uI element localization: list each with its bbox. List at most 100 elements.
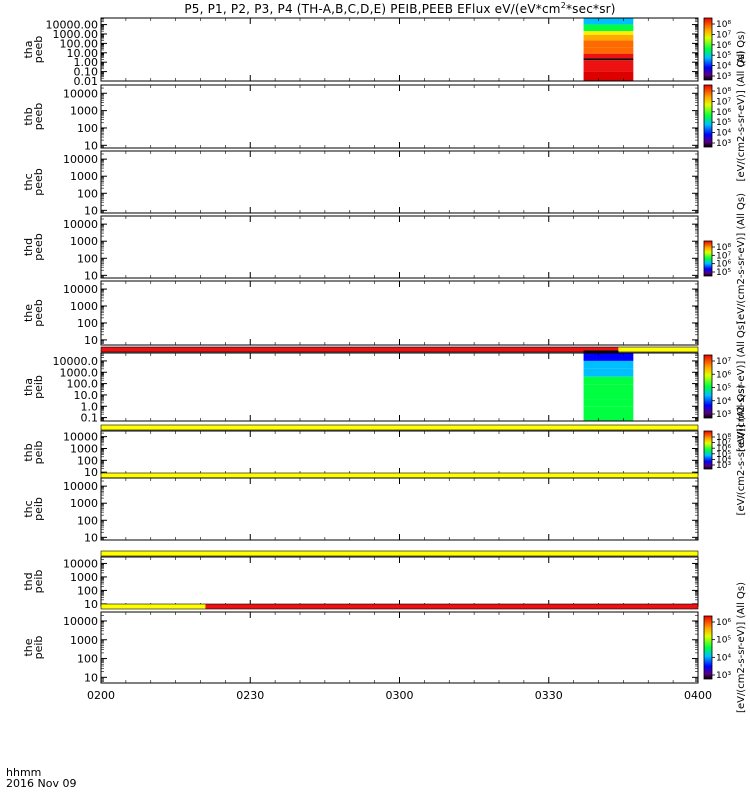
panel-frame xyxy=(100,611,699,684)
y-axis-label: peeb xyxy=(32,103,45,131)
status-bar-segment xyxy=(101,473,698,478)
y-tick-label: 1000 xyxy=(70,571,98,584)
status-bar-frame xyxy=(100,550,699,557)
colorbar-label: 10⁴ xyxy=(716,62,731,72)
date-label: 2016 Nov 09 xyxy=(6,777,77,790)
y-tick-label: 10 xyxy=(84,334,98,347)
panel-frame xyxy=(100,477,699,541)
panel-frame xyxy=(100,556,699,607)
colorbar-label: 10⁶ xyxy=(716,618,731,628)
colorbar-label: 10⁸ xyxy=(716,20,731,30)
colorbar-label: 10⁵ xyxy=(716,118,731,128)
y-tick-label: 10000 xyxy=(63,615,98,628)
colorbar xyxy=(703,84,713,148)
spectrogram-band xyxy=(583,391,634,400)
colorbar-label: 10⁴ xyxy=(716,397,731,407)
y-tick-label: 10 xyxy=(84,269,98,282)
spectrogram-band xyxy=(583,31,634,35)
y-axis-label: peeb xyxy=(32,36,45,64)
colorbar-label: 10³ xyxy=(716,461,731,471)
colorbar-label: 10⁸ xyxy=(716,87,731,97)
time-axis-label: hhmm xyxy=(6,766,42,779)
spectrogram-band xyxy=(583,71,634,77)
y-tick-label: 10000.00 xyxy=(46,19,99,32)
y-tick-label: 10000 xyxy=(63,218,98,231)
y-tick-label: 1000 xyxy=(70,300,98,313)
spectrogram-band xyxy=(583,24,634,32)
y-tick-label: 10 xyxy=(84,466,98,479)
y-tick-label: 1000 xyxy=(70,170,98,183)
y-tick-label: 100 xyxy=(77,653,98,666)
y-axis-label: thc xyxy=(22,173,35,190)
y-tick-label: 10 xyxy=(84,598,98,611)
y-tick-label: 0.10 xyxy=(74,66,99,79)
y-tick-label: 1.00 xyxy=(74,56,99,69)
colorbar-label: 10⁴ xyxy=(716,653,731,663)
spectrogram-band xyxy=(583,406,634,421)
status-bar-frame xyxy=(100,424,699,431)
spectrogram-band xyxy=(583,60,634,72)
y-tick-label: 100 xyxy=(77,252,98,265)
colorbar-label: 10⁷ xyxy=(716,439,731,449)
status-bar-segment xyxy=(618,347,698,352)
panel-frame xyxy=(100,215,699,279)
colorbar-label: 10⁷ xyxy=(716,357,731,367)
y-tick-label: 10000 xyxy=(63,557,98,570)
status-bar-segment xyxy=(205,604,698,609)
colorbar-unit: [eV/(cm2-s-sr-eV)] (All Qs) xyxy=(736,50,747,181)
status-bar-segment xyxy=(101,425,698,430)
y-tick-label: 10000 xyxy=(63,283,98,296)
spectrogram-band xyxy=(583,76,634,81)
y-axis-label: the xyxy=(22,638,35,656)
colorbar-label: 10⁶ xyxy=(716,41,731,51)
status-bar-segment xyxy=(101,551,698,556)
y-tick-label: 10.0 xyxy=(74,389,99,402)
spectrogram-band xyxy=(583,58,634,61)
y-axis-label: thb xyxy=(22,107,35,125)
spectrogram-band xyxy=(583,399,634,407)
y-axis-label: peeb xyxy=(32,233,45,261)
y-tick-label: 1000 xyxy=(70,634,98,647)
y-axis-label: peib xyxy=(32,636,45,660)
status-bar-segment xyxy=(101,347,619,352)
y-tick-label: 1000 xyxy=(70,235,98,248)
y-tick-label: 100 xyxy=(77,514,98,527)
y-tick-label: 100 xyxy=(77,454,98,467)
colorbar-label: 10³ xyxy=(716,410,731,420)
colorbar-label: 10⁸ xyxy=(716,433,731,443)
y-tick-label: 0.1 xyxy=(81,412,99,425)
y-tick-label: 1000 xyxy=(70,442,98,455)
x-tick-label: 0330 xyxy=(535,689,563,702)
y-tick-label: 100.00 xyxy=(60,37,99,50)
y-tick-label: 10000.0 xyxy=(53,355,99,368)
colorbar xyxy=(703,240,713,277)
y-axis-label: tha xyxy=(22,378,35,396)
y-axis-label: tha xyxy=(22,40,35,58)
colorbar-label: 10³ xyxy=(716,72,731,82)
y-axis-label: peib xyxy=(32,375,45,399)
y-tick-label: 10000 xyxy=(63,480,98,493)
colorbar xyxy=(703,354,713,419)
colorbar-label: 10⁷ xyxy=(716,251,731,261)
spectrogram-band xyxy=(583,34,634,41)
panel-frame xyxy=(100,430,699,475)
spectrogram-band xyxy=(583,18,634,25)
panel-tha-peib: 10000.01000.0100.010.01.00.1thapeib10⁷10… xyxy=(22,321,747,452)
y-axis-label: thb xyxy=(22,443,35,461)
y-tick-label: 1.0 xyxy=(81,400,99,413)
spectrogram-band xyxy=(583,353,634,361)
colorbar xyxy=(703,615,713,680)
spectrogram-band xyxy=(583,40,634,48)
y-axis-label: peib xyxy=(32,570,45,594)
y-tick-label: 10000 xyxy=(63,431,98,444)
y-tick-label: 0.01 xyxy=(74,75,99,88)
y-tick-label: 100 xyxy=(77,317,98,330)
y-tick-label: 100 xyxy=(77,187,98,200)
colorbar-label: 10⁶ xyxy=(716,108,731,118)
spectrogram-band xyxy=(583,384,634,392)
colorbar-label: 10⁵ xyxy=(716,636,731,646)
